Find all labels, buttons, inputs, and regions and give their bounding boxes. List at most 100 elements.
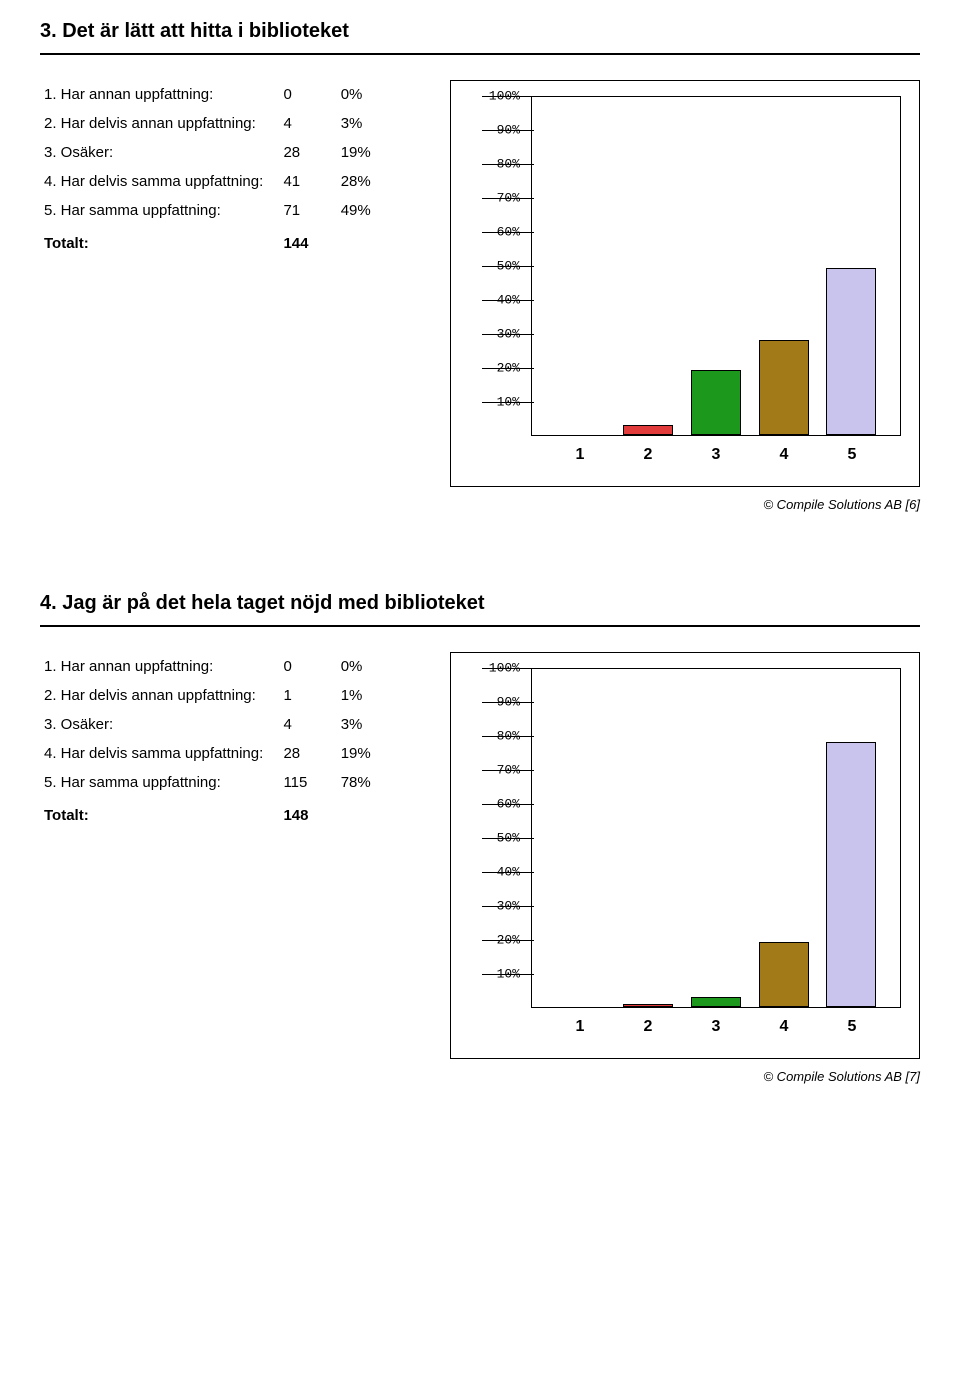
x-axis-labels: 12345: [531, 1018, 901, 1036]
chart: 10%20%30%40%50%60%70%80%90%100%12345: [461, 96, 909, 476]
x-label: 5: [827, 1018, 877, 1036]
row-count: 28: [279, 739, 336, 768]
copyright: © Compile Solutions AB [7]: [40, 1069, 920, 1084]
x-label: 4: [759, 446, 809, 464]
row-count: 4: [279, 109, 336, 138]
y-tick: [482, 804, 534, 805]
bar: [759, 340, 809, 435]
row-pct: 3%: [337, 710, 420, 739]
row-pct: 1%: [337, 681, 420, 710]
row-label: 3. Osäker:: [40, 710, 279, 739]
table-row: 5. Har samma uppfattning:11578%: [40, 768, 420, 797]
row-pct: 19%: [337, 138, 420, 167]
row-label: 4. Har delvis samma uppfattning:: [40, 739, 279, 768]
row-pct: 49%: [337, 196, 420, 225]
plot-area: [531, 96, 901, 436]
row-pct: 3%: [337, 109, 420, 138]
table-row: 1. Har annan uppfattning:00%: [40, 80, 420, 109]
row-label: 5. Har samma uppfattning:: [40, 196, 279, 225]
section-1: 4. Jag är på det hela taget nöjd med bib…: [40, 592, 920, 1084]
plot-area: [531, 668, 901, 1008]
total-label: Totalt:: [40, 225, 279, 258]
y-tick: [482, 736, 534, 737]
data-table: 1. Har annan uppfattning:00%2. Har delvi…: [40, 652, 420, 830]
y-tick: [482, 232, 534, 233]
data-table: 1. Har annan uppfattning:00%2. Har delvi…: [40, 80, 420, 258]
table-row: 2. Har delvis annan uppfattning:43%: [40, 109, 420, 138]
table-row: 3. Osäker:43%: [40, 710, 420, 739]
row-count: 1: [279, 681, 336, 710]
total-label: Totalt:: [40, 797, 279, 830]
x-axis-labels: 12345: [531, 446, 901, 464]
y-tick: [482, 96, 534, 97]
x-label: 2: [623, 1018, 673, 1036]
y-tick: [482, 334, 534, 335]
bars: [532, 669, 900, 1007]
content-row: 1. Har annan uppfattning:00%2. Har delvi…: [40, 652, 920, 1059]
row-label: 3. Osäker:: [40, 138, 279, 167]
bar: [623, 425, 673, 435]
bar: [691, 997, 741, 1007]
table-row: 4. Har delvis samma uppfattning:2819%: [40, 739, 420, 768]
bar: [826, 268, 876, 435]
y-tick: [482, 974, 534, 975]
y-tick: [482, 668, 534, 669]
x-label: 1: [555, 446, 605, 464]
y-tick: [482, 130, 534, 131]
bar: [623, 1004, 673, 1007]
total-row: Totalt:144: [40, 225, 420, 258]
y-tick: [482, 198, 534, 199]
section-title: 4. Jag är på det hela taget nöjd med bib…: [40, 592, 920, 615]
bar: [691, 370, 741, 435]
copyright: © Compile Solutions AB [6]: [40, 497, 920, 512]
row-label: 2. Har delvis annan uppfattning:: [40, 109, 279, 138]
x-label: 5: [827, 446, 877, 464]
row-pct: 28%: [337, 167, 420, 196]
total-value: 144: [279, 225, 336, 258]
y-axis-labels: 10%20%30%40%50%60%70%80%90%100%: [461, 668, 526, 1008]
y-tick: [482, 402, 534, 403]
table-row: 5. Har samma uppfattning:7149%: [40, 196, 420, 225]
x-label: 2: [623, 446, 673, 464]
y-tick: [482, 838, 534, 839]
row-count: 0: [279, 80, 336, 109]
row-pct: 19%: [337, 739, 420, 768]
chart-box: 10%20%30%40%50%60%70%80%90%100% 12345: [450, 652, 920, 1059]
x-label: 1: [555, 1018, 605, 1036]
y-tick: [482, 702, 534, 703]
section-title: 3. Det är lätt att hitta i biblioteket: [40, 20, 920, 43]
row-label: 1. Har annan uppfattning:: [40, 80, 279, 109]
row-pct: 78%: [337, 768, 420, 797]
y-tick: [482, 164, 534, 165]
row-count: 71: [279, 196, 336, 225]
row-pct: 0%: [337, 652, 420, 681]
row-count: 4: [279, 710, 336, 739]
chart-box: 10%20%30%40%50%60%70%80%90%100%12345: [450, 80, 920, 487]
y-tick: [482, 906, 534, 907]
row-count: 28: [279, 138, 336, 167]
y-tick: [482, 872, 534, 873]
x-label: 4: [759, 1018, 809, 1036]
section-0: 3. Det är lätt att hitta i biblioteket 1.…: [40, 20, 920, 512]
table-row: 2. Har delvis annan uppfattning:11%: [40, 681, 420, 710]
row-label: 2. Har delvis annan uppfattning:: [40, 681, 279, 710]
total-value: 148: [279, 797, 336, 830]
row-count: 41: [279, 167, 336, 196]
row-label: 5. Har samma uppfattning:: [40, 768, 279, 797]
row-label: 4. Har delvis samma uppfattning:: [40, 167, 279, 196]
x-label: 3: [691, 446, 741, 464]
row-pct: 0%: [337, 80, 420, 109]
table-row: 3. Osäker:2819%: [40, 138, 420, 167]
title-underline: [40, 53, 920, 55]
y-tick: [482, 940, 534, 941]
title-underline: [40, 625, 920, 627]
row-label: 1. Har annan uppfattning:: [40, 652, 279, 681]
table-row: 4. Har delvis samma uppfattning:4128%: [40, 167, 420, 196]
bars: [532, 97, 900, 435]
row-count: 0: [279, 652, 336, 681]
bar: [759, 942, 809, 1007]
y-tick: [482, 300, 534, 301]
y-tick: [482, 770, 534, 771]
bar: [826, 742, 876, 1007]
table-row: 1. Har annan uppfattning:00%: [40, 652, 420, 681]
